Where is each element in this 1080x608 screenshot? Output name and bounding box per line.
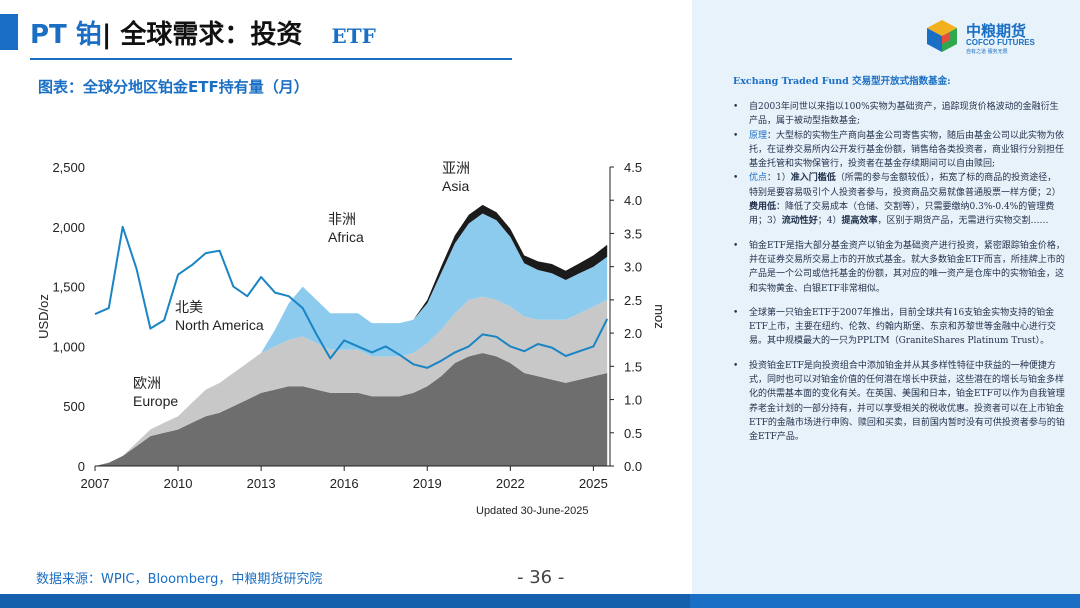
x-tick-label: 2019 bbox=[413, 476, 442, 491]
y-left-tick-label: 2,500 bbox=[52, 160, 85, 175]
y-right-tick-label: 1.0 bbox=[624, 393, 642, 408]
bottom-bar-accent bbox=[0, 594, 690, 608]
region-label-en: North America bbox=[175, 317, 264, 333]
y-left-tick-label: 0 bbox=[78, 459, 85, 474]
source-note: 数据来源：WPIC，Bloomberg，中粮期货研究院 bbox=[36, 572, 323, 587]
title-accent-bar bbox=[0, 14, 18, 50]
region-label-cn: 欧洲 bbox=[133, 376, 161, 392]
panel-bullet: • 投资铂金ETF是向投资组合中添加铂金并从其多样性特征中获益的一种便捷方式，同时… bbox=[733, 359, 1065, 445]
y-left-tick-label: 2,000 bbox=[52, 220, 85, 235]
x-tick-label: 2013 bbox=[247, 476, 276, 491]
bullet-icon: • bbox=[733, 130, 739, 141]
y-left-axis-title: USD/oz bbox=[36, 294, 51, 339]
panel-bullet-text: ，区别于期货产品，无需进行实物交割…… bbox=[877, 216, 1049, 227]
panel-bullet-text: 费用低 bbox=[749, 202, 777, 213]
bullet-icon: • bbox=[733, 102, 739, 112]
panel-bullet-list: • 自2003年问世以来指以100%实物为基础资产，追踪现货价格波动的金融衍生产品… bbox=[733, 100, 1065, 445]
bullet-icon: • bbox=[733, 360, 739, 371]
y-left-tick-label: 1,500 bbox=[52, 280, 85, 295]
region-label-en: Africa bbox=[328, 229, 364, 245]
panel-bullet-text: 铂金ETF是指大部分基金资产以铂金为基础资产进行投资，紧密跟踪铂金价格，并在证券… bbox=[749, 240, 1065, 294]
x-tick-label: 2022 bbox=[496, 476, 525, 491]
chart-caption: 图表：全球分地区铂金ETF持有量（月） bbox=[38, 78, 309, 96]
area-series-africa bbox=[95, 213, 608, 466]
panel-bullet-text: ：1） bbox=[767, 173, 791, 184]
x-tick-label: 2025 bbox=[579, 476, 608, 491]
title-metal: PT 铂 bbox=[30, 20, 102, 50]
page-number: - 36 - bbox=[517, 567, 565, 588]
panel-bullet-text: 全球第一只铂金ETF于2007年推出，目前全球共有16支铂金实物支持的铂金ETF… bbox=[749, 307, 1056, 347]
panel-bullet: • 自2003年问世以来指以100%实物为基础资产，追踪现货价格波动的金融衍生产品… bbox=[733, 100, 1065, 129]
x-tick-label: 2016 bbox=[330, 476, 359, 491]
panel-bullet-text: 提高效率 bbox=[841, 216, 878, 227]
page-title: PT 铂| 全球需求：投资 ETF bbox=[30, 14, 376, 51]
logo-cube-icon bbox=[927, 20, 957, 52]
title-suffix: ETF bbox=[331, 24, 376, 48]
y-left-tick-label: 500 bbox=[63, 399, 85, 414]
cofco-logo: 中粮期货 COFCO FUTURES 自有之道 服务无限 bbox=[924, 18, 1054, 58]
region-label-cn: 亚洲 bbox=[442, 161, 470, 177]
area-series-europe bbox=[95, 353, 608, 466]
panel-bullet-text: 优点 bbox=[749, 173, 768, 184]
panel-header: Exchang Traded Fund 交易型开放式指数基金: bbox=[733, 76, 951, 87]
y-right-tick-label: 3.0 bbox=[624, 260, 642, 275]
bullet-icon: • bbox=[733, 307, 739, 318]
right-panel bbox=[692, 0, 1080, 594]
region-label-cn: 北美 bbox=[175, 300, 203, 316]
bullet-icon: • bbox=[733, 173, 739, 184]
region-label-en: Asia bbox=[442, 178, 469, 194]
logo-en-text: COFCO FUTURES bbox=[966, 38, 1035, 47]
y-left-tick-label: 1,000 bbox=[52, 339, 85, 354]
chart-area-group bbox=[95, 204, 608, 466]
area-series-north-america bbox=[95, 296, 608, 466]
y-right-tick-label: 2.0 bbox=[624, 326, 642, 341]
panel-bullet: • 优点：1）准入门槛低（所需的参与金额较低），拓宽了标的商品的投资途径，特别是要… bbox=[733, 171, 1065, 228]
panel-bullet-text: 流动性好 bbox=[781, 216, 818, 227]
y-right-tick-label: 4.5 bbox=[624, 160, 642, 175]
y-right-tick-label: 0.0 bbox=[624, 459, 642, 474]
panel-bullet-text: ：大型标的实物生产商向基金公司寄售实物，随后由基金公司以此实物为依托，在证券交易… bbox=[749, 130, 1065, 170]
logo-cn-text: 中粮期货 bbox=[966, 22, 1027, 40]
panel-bullet-text: 自2003年问世以来指以100%实物为基础资产，追踪现货价格波动的金融衍生产品，… bbox=[749, 102, 1059, 127]
title-bar: PT 铂| 全球需求：投资 ETF bbox=[0, 0, 690, 62]
panel-bullet: • 全球第一只铂金ETF于2007年推出，目前全球共有16支铂金实物支持的铂金ET… bbox=[733, 306, 1065, 349]
title-main: 全球需求：投资 bbox=[120, 20, 303, 50]
y-right-tick-label: 3.5 bbox=[624, 226, 642, 241]
y-right-tick-label: 0.5 bbox=[624, 426, 642, 441]
y-right-tick-label: 1.5 bbox=[624, 359, 642, 374]
platinum-price-line bbox=[94, 225, 609, 369]
title-underline bbox=[30, 58, 512, 60]
panel-bullet-text: ；4） bbox=[817, 216, 842, 227]
panel-bullet-text: 准入门槛低 bbox=[790, 173, 836, 184]
etf-holdings-chart: 2007 2010 2013 2016 2019 2022 2025 0 500 1,000 1,5… bbox=[36, 160, 667, 491]
region-label-cn: 非洲 bbox=[328, 212, 356, 228]
x-tick-label: 2007 bbox=[81, 476, 110, 491]
logo-tagline: 自有之道 服务无限 bbox=[966, 49, 1008, 55]
panel-bullet-text: 投资铂金ETF是向投资组合中添加铂金并从其多样性特征中获益的一种便捷方式，同时也… bbox=[749, 360, 1065, 443]
panel-bullet-text: 原理 bbox=[749, 130, 768, 141]
panel-bullet-text: ：降低了交易成本（仓储、交割等），只需要缴纳0.3%-0.4%的管理费用；3） bbox=[749, 202, 1055, 227]
chart-price-line-group bbox=[94, 225, 609, 369]
y-right-tick-label: 4.0 bbox=[624, 193, 642, 208]
panel-bullet: • 原理：大型标的实物生产商向基金公司寄售实物，随后由基金公司以此实物为依托，在证… bbox=[733, 129, 1065, 172]
title-separator: | bbox=[101, 20, 112, 50]
region-label-en: Europe bbox=[133, 393, 178, 409]
y-right-axis-title: moz bbox=[652, 304, 667, 329]
x-tick-label: 2010 bbox=[164, 476, 193, 491]
panel-bullet: • 铂金ETF是指大部分基金资产以铂金为基础资产进行投资，紧密跟踪铂金价格，并在证… bbox=[733, 239, 1065, 296]
chart-axes-group: 2007 2010 2013 2016 2019 2022 2025 0 500 1,000 1,5… bbox=[36, 160, 667, 491]
panel-bullet-text: （所需的参与金额较低），拓宽了标的商品的投资途径，特别是要容易吸引个人投资者参与… bbox=[749, 173, 1061, 198]
updated-note: Updated 30-June-2025 bbox=[476, 505, 589, 517]
bullet-icon: • bbox=[733, 240, 739, 251]
y-right-tick-label: 2.5 bbox=[624, 293, 642, 308]
